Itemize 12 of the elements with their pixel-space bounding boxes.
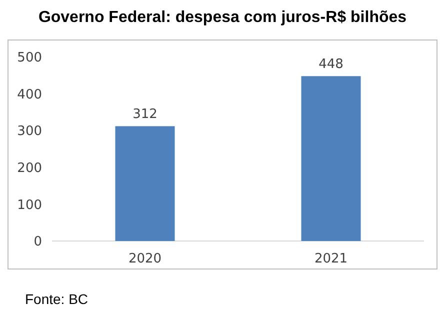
x-tick-label: 2021 [314, 252, 348, 267]
y-tick-label: 500 [17, 50, 42, 66]
y-tick-label: 200 [17, 160, 42, 176]
data-label: 448 [318, 57, 344, 72]
chart-title: Governo Federal: despesa com juros-R$ bilhões [38, 9, 407, 26]
y-tick-label: 0 [34, 234, 42, 250]
source-note: Fonte: BC [25, 291, 88, 307]
y-tick-label: 400 [17, 87, 42, 102]
y-tick-label: 300 [17, 124, 42, 140]
data-label: 312 [132, 107, 158, 122]
y-tick-label: 100 [17, 198, 42, 213]
x-tick-label: 2020 [128, 252, 162, 267]
